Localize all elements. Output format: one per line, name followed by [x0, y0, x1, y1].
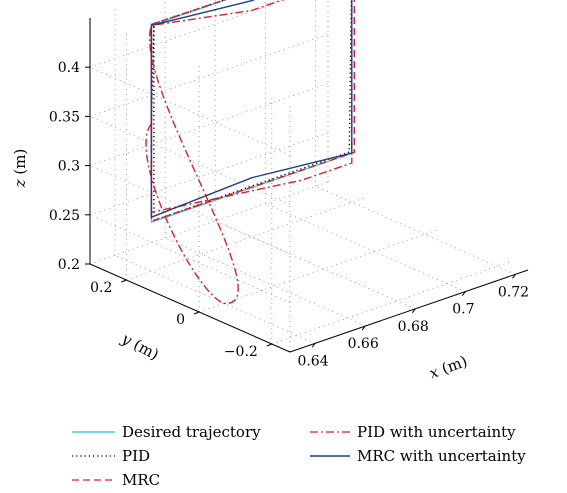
grid-line — [89, 34, 329, 117]
x-tick-label: 0.66 — [348, 336, 379, 352]
legend-label-pid-uncertainty: PID with uncertainty — [357, 423, 516, 441]
x-axis-label: x (m) — [427, 352, 470, 382]
legend-item-desired: Desired trajectory — [72, 423, 261, 441]
z-tick-label: 0.2 — [58, 257, 80, 273]
z-axis-label: z (m) — [11, 149, 29, 189]
x-tick-mark — [461, 291, 466, 296]
series-line-pid — [150, 0, 352, 222]
x-tick-label: 0.72 — [498, 284, 529, 300]
y-tick-mark — [266, 343, 273, 347]
legend-item-pid: PID — [72, 447, 150, 465]
x-axis-line — [289, 269, 529, 353]
axes — [85, 18, 529, 353]
grid — [89, 0, 516, 353]
x-tick-mark — [361, 325, 366, 331]
grid-line — [114, 255, 316, 344]
z-tick-label: 0.4 — [58, 60, 80, 76]
series-line-desired — [150, 0, 353, 224]
legend: Desired trajectory PID MRC PID with unce… — [72, 423, 526, 489]
grid-line — [89, 83, 329, 166]
y-tick-label: −0.2 — [224, 344, 258, 360]
z-tick-label: 0.25 — [49, 208, 80, 224]
grid-line — [164, 237, 366, 327]
y-axis-line — [89, 263, 291, 353]
legend-item-pid-uncertainty: PID with uncertainty — [310, 423, 516, 441]
grid-line — [265, 203, 466, 292]
grid-line — [271, 261, 510, 345]
x-tick-mark — [311, 343, 316, 348]
tick-labels: 0.64 0.66 0.68 0.7 0.72 −0.2 0 0.2 0.2 0.25 0.3 0.3… — [49, 60, 529, 369]
grid-line — [126, 197, 365, 281]
y-tick-label: 0 — [176, 312, 185, 328]
y-tick-label: 0.2 — [90, 280, 112, 296]
x-tick-mark — [512, 274, 516, 279]
legend-label-mrc-uncertainty: MRC with uncertainty — [357, 447, 526, 465]
x-tick-label: 0.7 — [452, 302, 474, 318]
x-tick-label: 0.64 — [297, 353, 328, 369]
series-line-mrc-uncertainty — [150, 0, 353, 219]
grid-line — [215, 220, 416, 310]
x-tick-label: 0.68 — [398, 319, 429, 335]
legend-item-mrc: MRC — [72, 471, 160, 489]
legend-item-mrc-uncertainty: MRC with uncertainty — [310, 447, 526, 465]
y-axis-label: y (m) — [118, 329, 162, 364]
grid-line — [89, 214, 291, 304]
grid-line — [198, 229, 438, 313]
grid-line — [89, 181, 329, 265]
y-tick-mark — [121, 279, 127, 283]
grid-line — [89, 132, 329, 216]
grid-line — [89, 66, 291, 156]
grid-line — [89, 0, 287, 68]
x-tick-mark — [411, 308, 416, 314]
legend-label-pid: PID — [122, 447, 150, 465]
series-line-pid-uncertainty — [145, 0, 353, 305]
z-tick-label: 0.35 — [49, 109, 80, 125]
series — [145, 0, 355, 305]
grid-line — [315, 185, 516, 275]
y-tick-mark — [193, 311, 200, 315]
legend-label-desired: Desired trajectory — [122, 423, 261, 441]
z-tick-label: 0.3 — [58, 159, 80, 175]
legend-label-mrc: MRC — [122, 471, 160, 489]
